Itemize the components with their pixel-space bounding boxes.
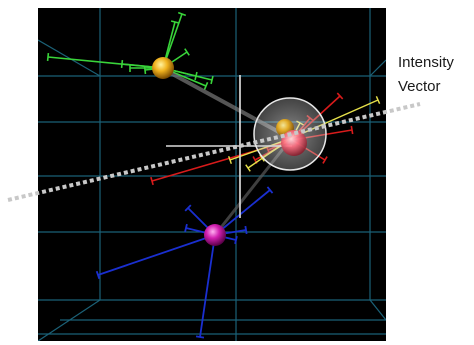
wireframe-grid <box>38 8 386 341</box>
edge-tip <box>95 270 101 280</box>
edge-tip <box>234 235 238 245</box>
highlighted-node[interactable] <box>281 130 307 156</box>
intensity-vector-label-line2: Vector <box>398 78 441 95</box>
edge-tip <box>46 52 50 62</box>
edge-line <box>199 234 216 338</box>
edge-tip <box>210 75 214 85</box>
grid-line <box>369 299 386 321</box>
edge-tip <box>143 65 147 75</box>
edge-tip <box>170 20 180 24</box>
edge-tip <box>184 204 192 212</box>
connection-links <box>46 11 381 339</box>
intensity-vector-label-line1: Intensity <box>398 54 454 71</box>
grid-line <box>369 59 386 77</box>
edge-tip <box>203 82 209 90</box>
magenta-node[interactable] <box>204 224 226 246</box>
network-3d-view <box>38 8 386 341</box>
grid-line <box>38 39 101 77</box>
edge-tip <box>350 125 354 135</box>
edge-tip <box>177 11 187 17</box>
edge-tip <box>244 225 248 235</box>
edge-tip <box>245 164 251 172</box>
edge-tip <box>150 176 154 186</box>
gold-node[interactable] <box>152 57 174 79</box>
edge-tip <box>120 59 124 69</box>
edge-tip <box>195 335 205 339</box>
edge-tip <box>184 223 188 233</box>
edge-tip <box>194 71 198 81</box>
edge-tip <box>184 48 190 56</box>
edge-tip <box>336 92 344 100</box>
edge-line <box>97 234 216 276</box>
